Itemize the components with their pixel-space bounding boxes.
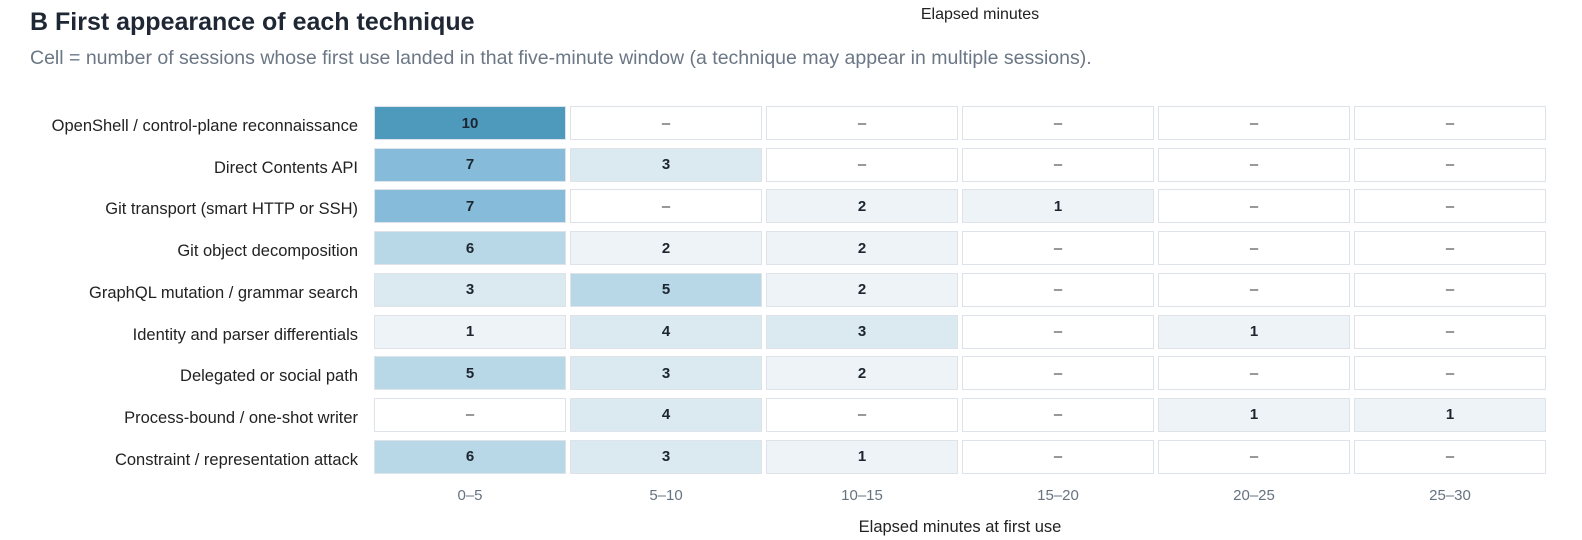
heatmap-cell: – bbox=[1158, 231, 1350, 266]
top-axis-label: Elapsed minutes bbox=[920, 6, 1040, 23]
heatmap-cell: – bbox=[962, 231, 1154, 266]
heatmap-cell: – bbox=[962, 439, 1154, 474]
row-label: Process-bound / one-shot writer bbox=[124, 408, 358, 427]
x-tick-label: 25–30 bbox=[1429, 487, 1471, 504]
heatmap-cell: 7 bbox=[374, 189, 566, 224]
heatmap-cell: – bbox=[962, 356, 1154, 391]
heatmap-cell: – bbox=[1158, 147, 1350, 182]
heatmap-cell: – bbox=[1158, 356, 1350, 391]
heatmap-cell: 1 bbox=[1354, 397, 1546, 432]
heatmap-cell: 3 bbox=[570, 356, 762, 391]
heatmap-cell: – bbox=[1354, 106, 1546, 140]
heatmap-cell: 3 bbox=[766, 314, 958, 349]
heatmap-cell: – bbox=[962, 147, 1154, 182]
heatmap-cell: 2 bbox=[766, 189, 958, 224]
heatmap-cell: – bbox=[1158, 272, 1350, 307]
row-label: OpenShell / control-plane reconnaissance bbox=[51, 117, 358, 135]
x-tick-label: 0–5 bbox=[457, 487, 483, 504]
heatmap-cell: 3 bbox=[570, 147, 762, 182]
heatmap-cell: – bbox=[962, 314, 1154, 349]
heatmap-cell: 2 bbox=[570, 231, 762, 266]
heatmap-cell: 2 bbox=[766, 356, 958, 391]
heatmap-cell: 2 bbox=[766, 231, 958, 266]
heatmap-cell: – bbox=[1354, 231, 1546, 266]
heatmap-cell: 7 bbox=[374, 147, 566, 182]
heatmap-cell: 5 bbox=[570, 272, 762, 307]
x-tick-label: 5–10 bbox=[649, 487, 683, 504]
row-label: GraphQL mutation / grammar search bbox=[89, 283, 358, 302]
heatmap-cell: – bbox=[1354, 189, 1546, 224]
heatmap-cell: 4 bbox=[570, 397, 762, 432]
heatmap-cell: 1 bbox=[374, 314, 566, 349]
heatmap-cell: – bbox=[1354, 356, 1546, 391]
x-tick-label: 10–15 bbox=[841, 487, 883, 504]
heatmap-cell: – bbox=[962, 397, 1154, 432]
heatmap-cell: – bbox=[766, 147, 958, 182]
heatmap-cell: – bbox=[570, 189, 762, 224]
heatmap-cell: 3 bbox=[374, 272, 566, 307]
heatmap-cell: 3 bbox=[570, 439, 762, 474]
heatmap-cell: – bbox=[374, 397, 566, 432]
heatmap-cell: 1 bbox=[962, 189, 1154, 224]
heatmap-cell: – bbox=[1158, 189, 1350, 224]
x-axis-label: Elapsed minutes at first use bbox=[858, 518, 1062, 536]
heatmap-cell: 1 bbox=[766, 439, 958, 474]
heatmap-cell: – bbox=[766, 106, 958, 140]
heatmap-cell: – bbox=[962, 106, 1154, 140]
chart-subtitle: Cell = number of sessions whose first us… bbox=[30, 47, 1092, 69]
row-label: Git transport (smart HTTP or SSH) bbox=[105, 200, 358, 219]
row-label: Identity and parser differentials bbox=[132, 325, 358, 344]
row-label: Git object decomposition bbox=[177, 242, 358, 261]
heatmap-cell: 1 bbox=[1158, 397, 1350, 432]
heatmap-cell: – bbox=[766, 397, 958, 432]
heatmap-cell: – bbox=[1354, 272, 1546, 307]
heatmap-cell: – bbox=[1354, 314, 1546, 349]
heatmap-cell: 1 bbox=[1158, 314, 1350, 349]
heatmap-cell: 10 bbox=[374, 106, 566, 140]
heatmap-cell: – bbox=[1354, 439, 1546, 474]
heatmap-cell: 4 bbox=[570, 314, 762, 349]
heatmap-cell: 5 bbox=[374, 356, 566, 391]
x-tick-label: 15–20 bbox=[1037, 487, 1079, 504]
heatmap-cell: 6 bbox=[374, 439, 566, 474]
x-tick-label: 20–25 bbox=[1233, 487, 1275, 504]
heatmap-cell: – bbox=[570, 106, 762, 140]
heatmap-cell: – bbox=[1158, 106, 1350, 140]
chart-title: B First appearance of each technique bbox=[30, 8, 475, 36]
row-label: Constraint / representation attack bbox=[114, 450, 358, 469]
row-label: Direct Contents API bbox=[214, 158, 358, 177]
heatmap-cell: 6 bbox=[374, 231, 566, 266]
heatmap-cell: 2 bbox=[766, 272, 958, 307]
heatmap-cell: – bbox=[1158, 439, 1350, 474]
heatmap-cell: – bbox=[1354, 147, 1546, 182]
heatmap-cell: – bbox=[962, 272, 1154, 307]
row-label: Delegated or social path bbox=[180, 367, 358, 386]
